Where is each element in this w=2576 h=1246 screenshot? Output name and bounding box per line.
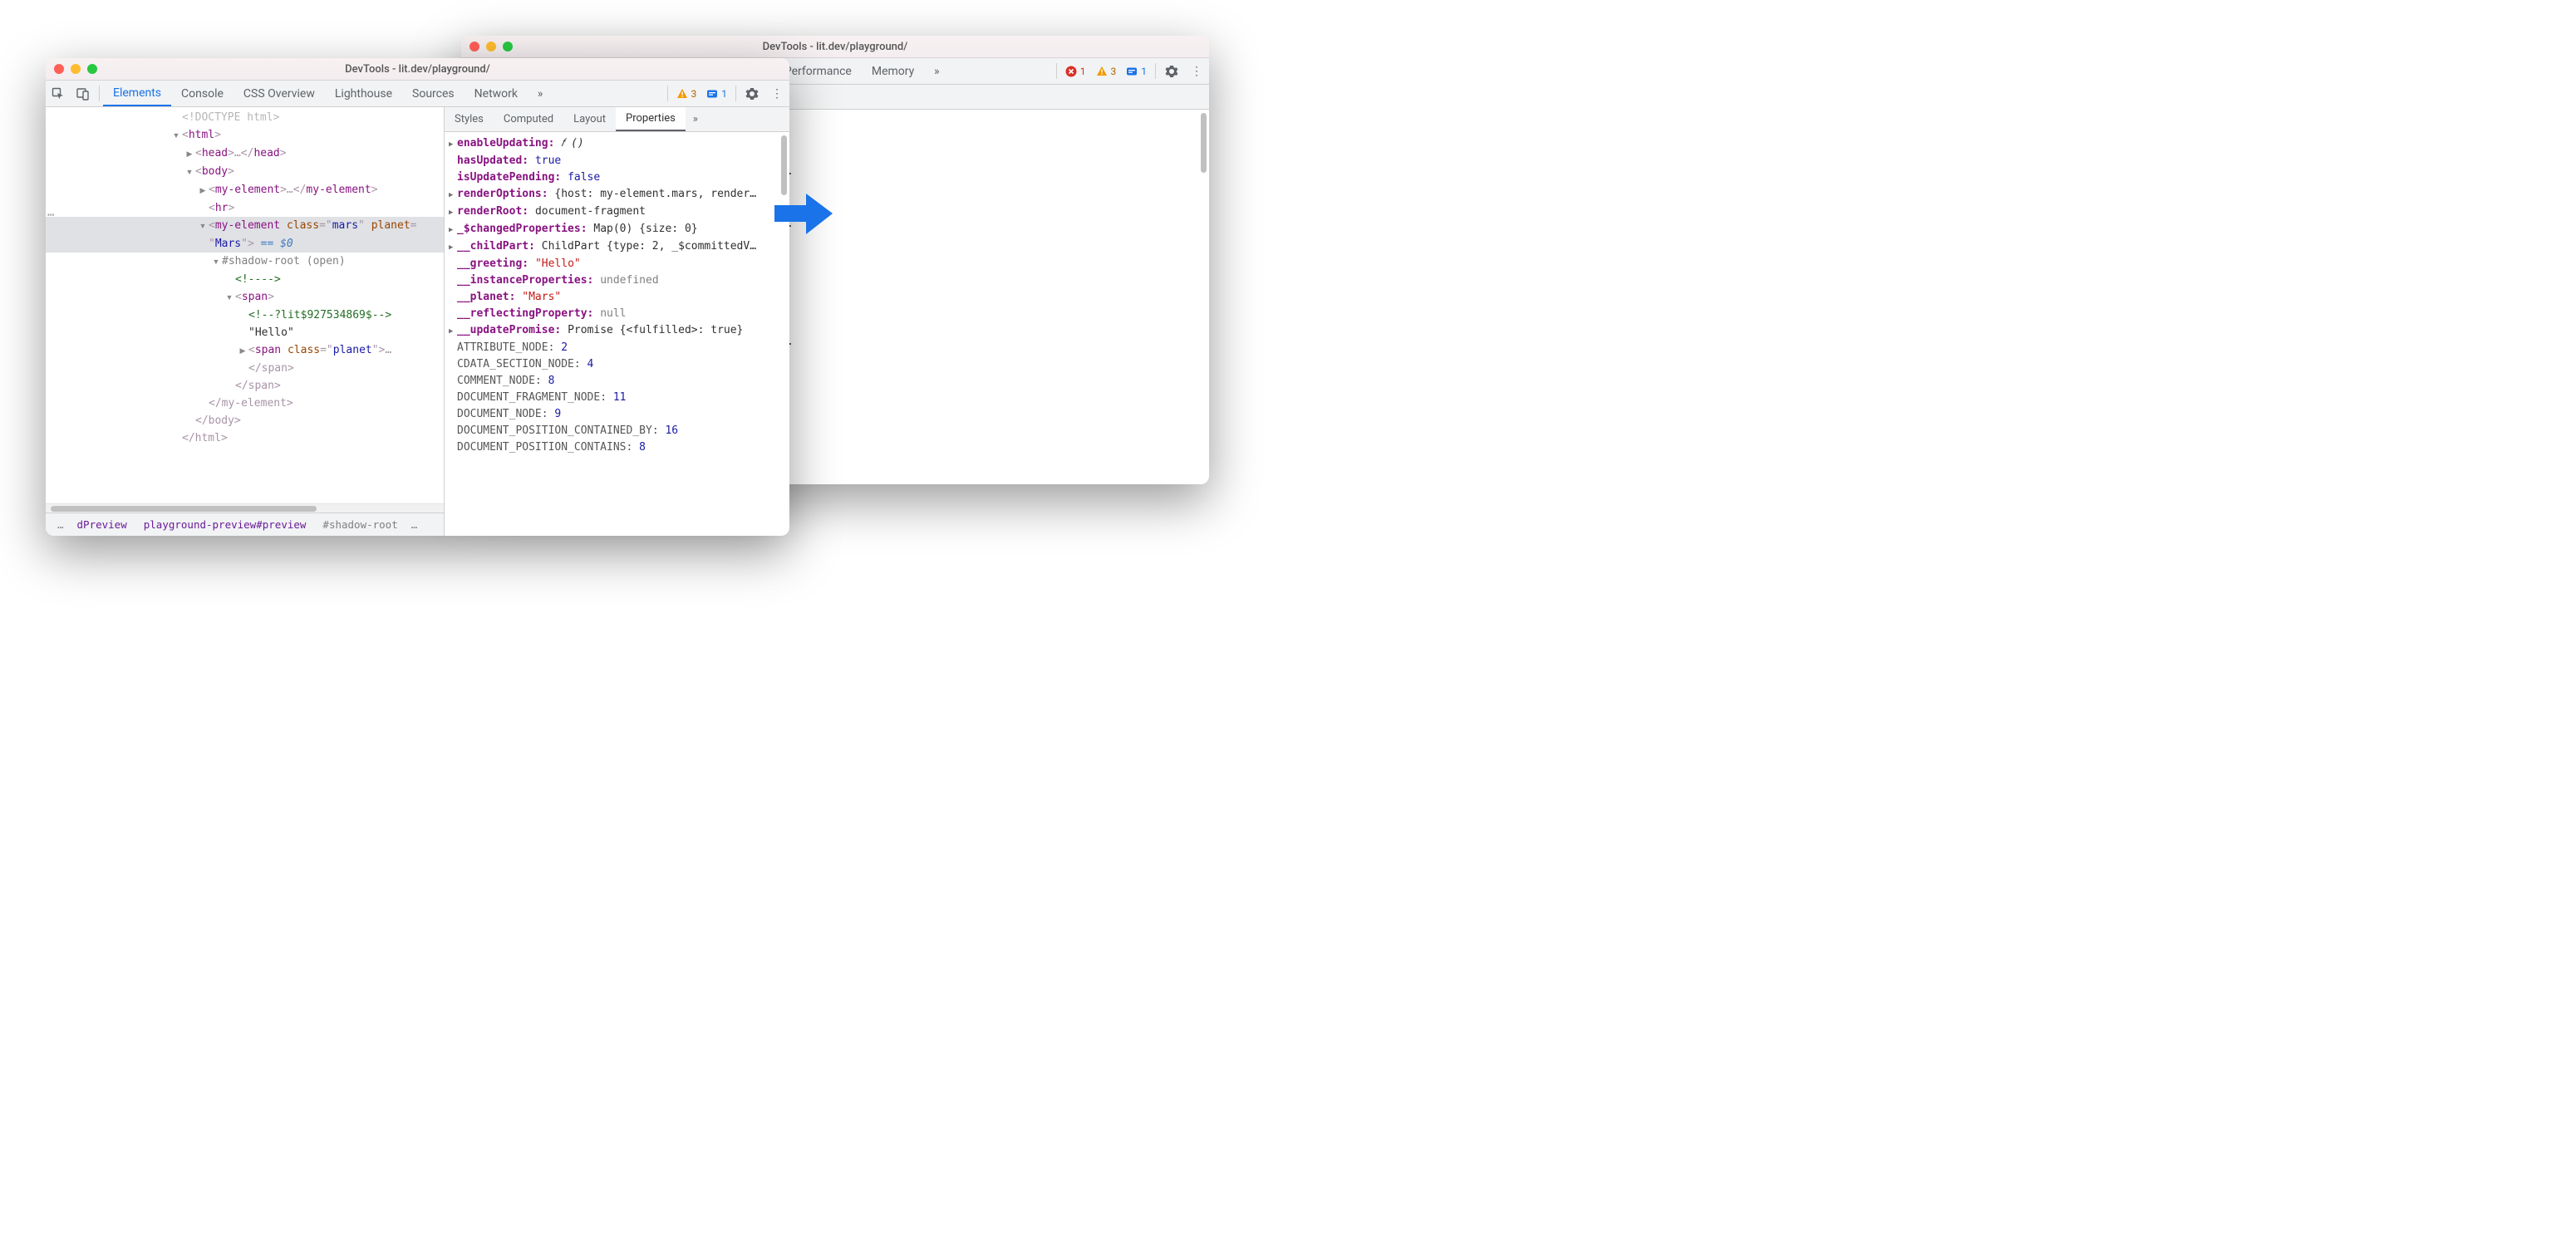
tab-elements[interactable]: Elements	[103, 81, 171, 106]
property-row[interactable]: hasUpdated: true	[447, 153, 789, 169]
tabs-more-icon[interactable]: »	[924, 58, 949, 84]
tree-gutter-dots: ⋯	[47, 207, 55, 224]
tree-row[interactable]: </span>	[46, 360, 444, 377]
crumb-more-left[interactable]: …	[52, 518, 69, 531]
property-row[interactable]: ▶renderRoot: document-fragment	[447, 204, 789, 221]
elements-tree[interactable]: ⋯ <!DOCTYPE html>▼<html>▶<head>…</head>▼…	[46, 107, 444, 503]
warning-badge[interactable]: 3	[1091, 58, 1122, 84]
device-toolbar-icon[interactable]	[71, 81, 96, 106]
tree-row[interactable]: ▼#shadow-root (open)	[46, 253, 444, 271]
property-row[interactable]: __planet: "Mars"	[447, 289, 789, 306]
tree-row[interactable]: ▼<my-element class="mars" planet=	[46, 217, 444, 235]
issues-badge[interactable]: 1	[701, 81, 732, 106]
property-row[interactable]: ▶__updatePromise: Promise {<fulfilled>: …	[447, 322, 789, 340]
crumb-item[interactable]: #shadow-root	[314, 518, 406, 531]
tree-row[interactable]: </my-element>	[46, 395, 444, 412]
kebab-icon[interactable]: ⋮	[1184, 58, 1209, 84]
tab-console[interactable]: Console	[171, 81, 234, 106]
tree-row[interactable]: <!--?lit$927534869$-->	[46, 307, 444, 324]
warning-badge[interactable]: 3	[671, 81, 702, 106]
issues-badge[interactable]: 1	[1121, 58, 1152, 84]
tree-row[interactable]: "Hello"	[46, 324, 444, 341]
scrollbar-thumb[interactable]	[1201, 113, 1207, 173]
tab-css-overview[interactable]: CSS Overview	[234, 81, 325, 106]
tree-row[interactable]: </span>	[46, 377, 444, 395]
tabs-more-icon[interactable]: »	[528, 81, 553, 106]
tab-lighthouse[interactable]: Lighthouse	[325, 81, 402, 106]
tree-row[interactable]: <!DOCTYPE html>	[46, 109, 444, 126]
subtab-properties[interactable]: Properties	[616, 107, 686, 131]
scrollbar-thumb[interactable]	[781, 135, 787, 195]
property-row[interactable]: ▶_$changedProperties: Map(0) {size: 0}	[447, 221, 789, 238]
property-row[interactable]: __instanceProperties: undefined	[447, 272, 789, 289]
devtools-window-left: DevTools - lit.dev/playground/ Elements …	[46, 58, 789, 536]
settings-icon[interactable]	[740, 81, 764, 106]
properties-list[interactable]: ▶enableUpdating: 𝑓 ()hasUpdated: trueisU…	[445, 132, 789, 536]
tree-row[interactable]: ▼<span>	[46, 288, 444, 307]
tree-row[interactable]: </body>	[46, 412, 444, 429]
titlebar: DevTools - lit.dev/playground/	[461, 36, 1209, 58]
crumb-more-right[interactable]: …	[406, 518, 423, 531]
tab-memory[interactable]: Memory	[862, 58, 924, 84]
subtab-computed[interactable]: Computed	[494, 107, 563, 131]
sub-tabs: Styles Computed Layout Properties »	[445, 107, 789, 132]
tree-row[interactable]: ▶<my-element>…</my-element>	[46, 181, 444, 199]
property-row[interactable]: DOCUMENT_POSITION_CONTAINS: 8	[447, 439, 789, 456]
tree-row[interactable]: ▶<head>…</head>	[46, 145, 444, 163]
property-row[interactable]: ▶enableUpdating: 𝑓 ()	[447, 135, 789, 153]
tree-row[interactable]: <hr>	[46, 199, 444, 217]
property-row[interactable]: DOCUMENT_FRAGMENT_NODE: 11	[447, 390, 789, 406]
tab-network[interactable]: Network	[465, 81, 528, 106]
main-tabs: Elements Console CSS Overview Lighthouse…	[46, 81, 789, 107]
property-row[interactable]: isUpdatePending: false	[447, 169, 789, 186]
subtab-layout[interactable]: Layout	[563, 107, 616, 131]
kebab-icon[interactable]: ⋮	[764, 81, 789, 106]
crumb-item[interactable]: dPreview	[69, 518, 135, 531]
property-row[interactable]: ATTRIBUTE_NODE: 2	[447, 340, 789, 356]
titlebar: DevTools - lit.dev/playground/	[46, 58, 789, 81]
property-row[interactable]: __reflectingProperty: null	[447, 306, 789, 322]
error-badge[interactable]: 1	[1060, 58, 1091, 84]
settings-icon[interactable]	[1159, 58, 1184, 84]
property-row[interactable]: DOCUMENT_NODE: 9	[447, 406, 789, 423]
tree-row[interactable]: </html>	[46, 429, 444, 447]
window-title: DevTools - lit.dev/playground/	[46, 63, 789, 76]
breadcrumb[interactable]: … dPreview playground-preview#preview #s…	[46, 513, 444, 536]
property-row[interactable]: CDATA_SECTION_NODE: 4	[447, 356, 789, 373]
property-row[interactable]: DOCUMENT_POSITION_CONTAINED_BY: 16	[447, 423, 789, 439]
subtab-styles[interactable]: Styles	[445, 107, 494, 131]
property-row[interactable]: COMMENT_NODE: 8	[447, 373, 789, 390]
inspect-icon[interactable]	[46, 81, 71, 106]
tree-hscroll[interactable]	[46, 503, 444, 513]
tree-row[interactable]: <!---->	[46, 271, 444, 288]
property-row[interactable]: ▶__childPart: ChildPart {type: 2, _$comm…	[447, 238, 789, 256]
property-row[interactable]: ▶renderOptions: {host: my-element.mars, …	[447, 186, 789, 204]
property-row[interactable]: __greeting: "Hello"	[447, 256, 789, 272]
tree-row[interactable]: ▶<span class="planet">…	[46, 341, 444, 360]
crumb-item[interactable]: playground-preview#preview	[135, 518, 315, 531]
window-title: DevTools - lit.dev/playground/	[461, 41, 1209, 53]
tree-row[interactable]: "Mars"> == $0	[46, 235, 444, 253]
subtabs-more-icon[interactable]: »	[686, 107, 705, 131]
tree-row[interactable]: ▼<body>	[46, 163, 444, 181]
tab-sources[interactable]: Sources	[402, 81, 465, 106]
tree-row[interactable]: ▼<html>	[46, 126, 444, 145]
